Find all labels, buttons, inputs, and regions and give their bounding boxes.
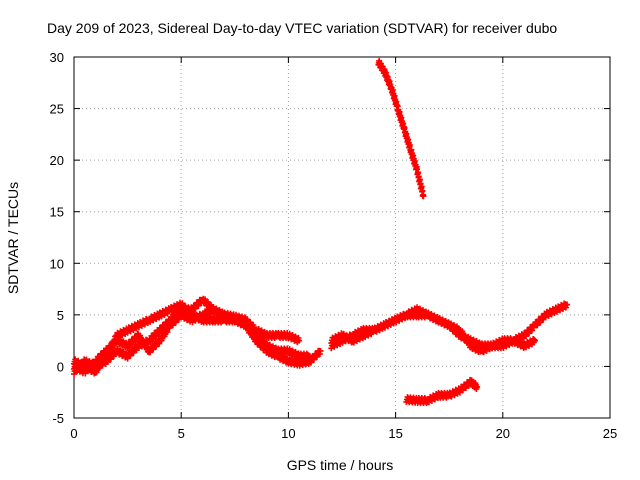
data-point [531, 337, 538, 344]
x-tick-label: 25 [603, 426, 617, 441]
y-tick-label: 25 [50, 102, 64, 117]
y-tick-label: 30 [50, 50, 64, 65]
x-tick-label: 20 [496, 426, 510, 441]
data-point [420, 193, 427, 200]
data-point [306, 353, 313, 360]
plot-frame [73, 56, 611, 419]
data-point [296, 337, 303, 344]
chart-title: Day 209 of 2023, Sidereal Day-to-day VTE… [47, 20, 557, 36]
axis-ticks: 0 5 10 15 20 25 -5 0 5 10 15 20 25 30 [50, 50, 618, 441]
y-axis-label: SDTVAR / TECUs [5, 182, 21, 294]
data-point [564, 301, 571, 308]
data-point [317, 347, 324, 354]
y-tick-label: -5 [52, 411, 64, 426]
data-point [474, 384, 481, 391]
grid [74, 57, 610, 418]
data-marks [71, 57, 571, 406]
y-tick-label: 5 [57, 308, 64, 323]
x-tick-label: 15 [388, 426, 402, 441]
x-axis-label: GPS time / hours [287, 457, 394, 473]
series-track-f [375, 57, 427, 200]
y-tick-label: 20 [50, 153, 64, 168]
y-tick-label: 0 [57, 359, 64, 374]
series-track-c [71, 304, 313, 377]
x-tick-label: 5 [178, 426, 185, 441]
series-track-e [328, 304, 538, 356]
series-track-g [403, 376, 481, 406]
x-tick-label: 0 [70, 426, 77, 441]
y-tick-label: 15 [50, 205, 64, 220]
y-tick-label: 10 [50, 256, 64, 271]
x-tick-label: 10 [281, 426, 295, 441]
